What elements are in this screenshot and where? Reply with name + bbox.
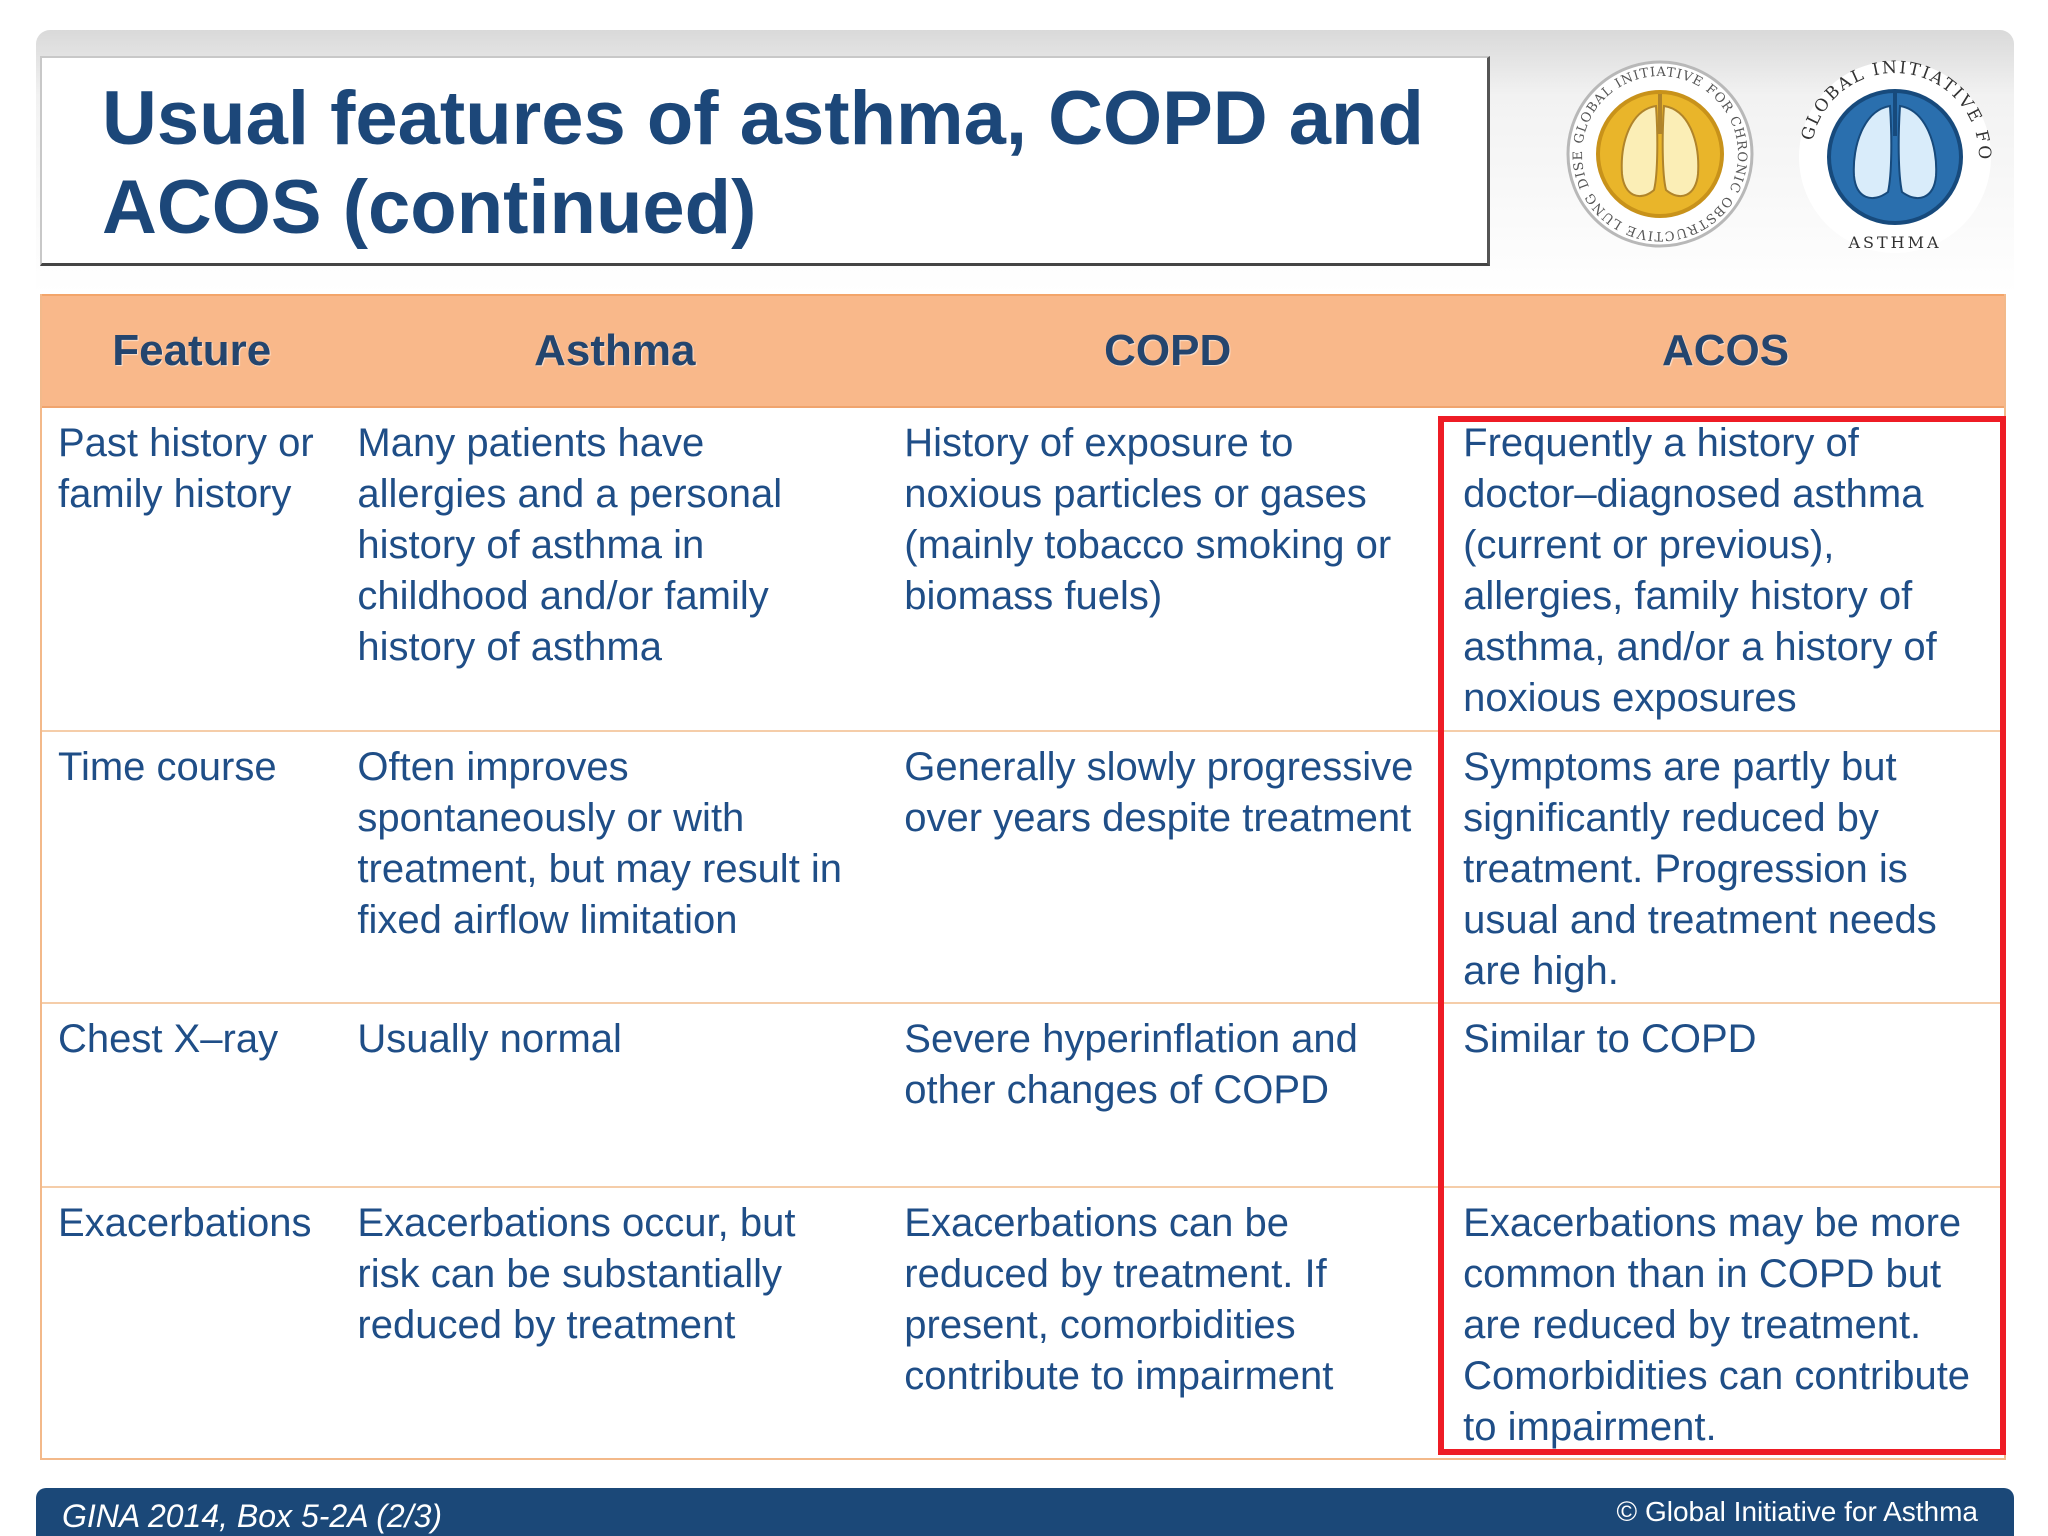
title-box: Usual features of asthma, COPD and ACOS … xyxy=(40,56,1490,266)
header-asthma: Asthma xyxy=(534,326,696,375)
feature-cell: Exacerbations xyxy=(58,1201,312,1245)
acos-cell: Symptoms are partly but significantly re… xyxy=(1463,745,1937,993)
table-row: Time course Often improves spontaneously… xyxy=(42,732,2004,1004)
copd-cell: Generally slowly progressive over years … xyxy=(904,745,1414,840)
copd-cell: Severe hyperinflation and other changes … xyxy=(904,1017,1358,1112)
page-title: Usual features of asthma, COPD and ACOS … xyxy=(102,76,1424,250)
acos-cell: Frequently a history of doctor–diagnosed… xyxy=(1463,421,1937,720)
gold-copd-logo: GLOBAL INITIATIVE FOR CHRONIC OBSTRUCTIV… xyxy=(1560,54,1760,254)
feature-cell: Chest X–ray xyxy=(58,1017,279,1061)
acos-cell: Exacerbations may be more common than in… xyxy=(1463,1201,1971,1449)
table-header-row: Feature Asthma COPD ACOS xyxy=(42,294,2004,408)
gina-asthma-logo: GLOBAL INITIATIVE FOR ASTHMA xyxy=(1790,52,2000,262)
acos-cell: Similar to COPD xyxy=(1463,1017,1757,1061)
asthma-cell: Usually normal xyxy=(357,1017,622,1061)
table-row: Exacerbations Exacerbations occur, but r… xyxy=(42,1188,2004,1460)
copd-cell: Exacerbations can be reduced by treatmen… xyxy=(904,1201,1334,1398)
copd-cell: History of exposure to noxious particles… xyxy=(904,421,1392,618)
asthma-cell: Many patients have allergies and a perso… xyxy=(357,421,783,669)
header-copd: COPD xyxy=(1104,326,1232,375)
table-row: Past history or family history Many pati… xyxy=(42,408,2004,732)
header-feature: Feature xyxy=(112,326,272,375)
asthma-cell: Exacerbations occur, but risk can be sub… xyxy=(357,1201,796,1347)
source-citation: GINA 2014, Box 5-2A (2/3) xyxy=(62,1498,443,1534)
header-acos: ACOS xyxy=(1662,326,1790,375)
asthma-cell: Often improves spontaneously or with tre… xyxy=(357,745,843,942)
feature-cell: Time course xyxy=(58,745,277,789)
svg-text:ASTHMA: ASTHMA xyxy=(1847,233,1941,252)
footer-bar: GINA 2014, Box 5-2A (2/3) © Global Initi… xyxy=(36,1488,2014,1536)
table-row: Chest X–ray Usually normal Severe hyperi… xyxy=(42,1004,2004,1188)
comparison-table: Feature Asthma COPD ACOS Past history or… xyxy=(40,294,2006,1460)
copyright-notice: © Global Initiative for Asthma xyxy=(1616,1496,1978,1527)
feature-cell: Past history or family history xyxy=(58,421,314,516)
